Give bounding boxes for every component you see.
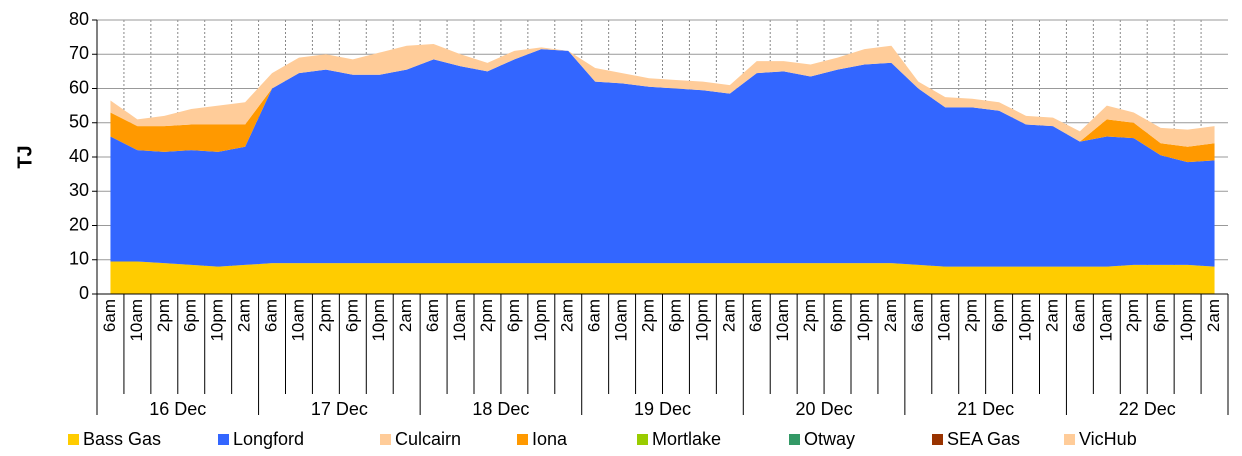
legend-label: Mortlake bbox=[652, 429, 721, 449]
legend-label: VicHub bbox=[1079, 429, 1137, 449]
x-tick-label: 10am bbox=[288, 299, 307, 342]
x-tick-label: 2pm bbox=[639, 299, 658, 332]
x-tick-label: 6pm bbox=[989, 299, 1008, 332]
x-tick-label: 2am bbox=[1204, 299, 1223, 332]
legend-swatch bbox=[380, 434, 391, 445]
y-tick-label: 50 bbox=[69, 112, 89, 132]
x-tick-label: 6am bbox=[746, 299, 765, 332]
y-tick-label: 40 bbox=[69, 146, 89, 166]
y-tick-label: 20 bbox=[69, 214, 89, 234]
y-axis-label: TJ bbox=[14, 145, 36, 168]
y-tick-label: 60 bbox=[69, 77, 89, 97]
legend-swatch bbox=[789, 434, 800, 445]
area bbox=[110, 43, 1215, 147]
legend-swatch bbox=[1064, 434, 1075, 445]
x-tick-label: 6am bbox=[1069, 299, 1088, 332]
day-label: 20 Dec bbox=[796, 399, 853, 419]
day-label: 18 Dec bbox=[472, 399, 529, 419]
y-tick-label: 80 bbox=[69, 9, 89, 29]
x-tick-label: 10pm bbox=[692, 299, 711, 342]
x-tick-label: 6am bbox=[908, 299, 927, 332]
x-tick-label: 2am bbox=[1042, 299, 1061, 332]
x-tick-label: 10am bbox=[612, 299, 631, 342]
x-tick-label: 2pm bbox=[315, 299, 334, 332]
x-tick-label: 10am bbox=[450, 299, 469, 342]
x-tick-label: 6am bbox=[585, 299, 604, 332]
x-tick-label: 6pm bbox=[665, 299, 684, 332]
x-tick-label: 10am bbox=[935, 299, 954, 342]
area bbox=[110, 49, 1215, 267]
area bbox=[110, 49, 1215, 163]
x-tick-label: 6am bbox=[262, 299, 281, 332]
x-tick-label: 6pm bbox=[342, 299, 361, 332]
x-tick-label: 2pm bbox=[154, 299, 173, 332]
x-tick-label: 6am bbox=[100, 299, 119, 332]
x-tick-label: 6pm bbox=[504, 299, 523, 332]
legend-swatch bbox=[68, 434, 79, 445]
day-label: 16 Dec bbox=[149, 399, 206, 419]
day-label: 21 Dec bbox=[957, 399, 1014, 419]
x-tick-label: 2pm bbox=[477, 299, 496, 332]
x-tick-label: 6pm bbox=[1150, 299, 1169, 332]
day-label: 22 Dec bbox=[1119, 399, 1176, 419]
x-tick-label: 10pm bbox=[531, 299, 550, 342]
x-tick-label: 10pm bbox=[854, 299, 873, 342]
legend-swatch bbox=[517, 434, 528, 445]
y-tick-label: 10 bbox=[69, 249, 89, 269]
x-tick-label: 6pm bbox=[827, 299, 846, 332]
legend-swatch bbox=[218, 434, 229, 445]
legend-label: Culcairn bbox=[395, 429, 461, 449]
x-tick-label: 2pm bbox=[962, 299, 981, 332]
legend-label: Longford bbox=[233, 429, 304, 449]
x-tick-label: 2pm bbox=[1123, 299, 1142, 332]
x-tick-label: 2am bbox=[235, 299, 254, 332]
x-tick-label: 6pm bbox=[181, 299, 200, 332]
legend-swatch bbox=[932, 434, 943, 445]
x-tick-label: 10pm bbox=[208, 299, 227, 342]
x-tick-label: 10pm bbox=[1177, 299, 1196, 342]
x-tick-label: 2am bbox=[719, 299, 738, 332]
y-tick-label: 70 bbox=[69, 43, 89, 63]
x-tick-label: 6am bbox=[423, 299, 442, 332]
x-tick-label: 2am bbox=[881, 299, 900, 332]
y-tick-label: 0 bbox=[79, 283, 89, 303]
x-tick-label: 2pm bbox=[800, 299, 819, 332]
legend-label: Bass Gas bbox=[83, 429, 161, 449]
y-tick-label: 30 bbox=[69, 180, 89, 200]
x-tick-label: 10am bbox=[773, 299, 792, 342]
x-tick-label: 2am bbox=[558, 299, 577, 332]
legend-label: SEA Gas bbox=[947, 429, 1020, 449]
x-tick-label: 10am bbox=[127, 299, 146, 342]
area bbox=[110, 261, 1215, 294]
x-tick-label: 10pm bbox=[1016, 299, 1035, 342]
x-tick-label: 2am bbox=[396, 299, 415, 332]
x-tick-label: 10pm bbox=[369, 299, 388, 342]
legend-label: Otway bbox=[804, 429, 855, 449]
day-label: 19 Dec bbox=[634, 399, 691, 419]
legend-swatch bbox=[637, 434, 648, 445]
x-tick-label: 10am bbox=[1096, 299, 1115, 342]
legend-label: Iona bbox=[532, 429, 568, 449]
day-label: 17 Dec bbox=[311, 399, 368, 419]
